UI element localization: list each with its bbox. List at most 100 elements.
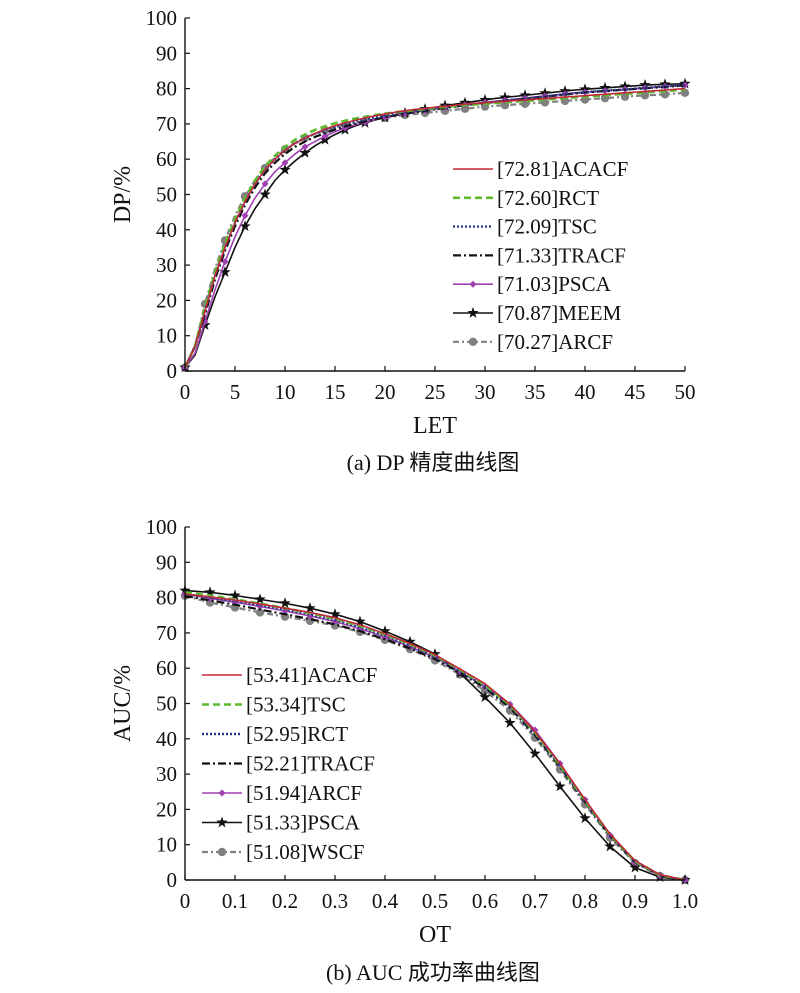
y-tick-label: 90	[156, 41, 177, 65]
y-tick-label: 20	[156, 288, 177, 312]
legend-label: [53.34]TSC	[246, 693, 346, 717]
data-point	[579, 812, 591, 824]
data-point	[681, 81, 689, 89]
legend-label: [51.94]ARCF	[246, 781, 362, 805]
x-tick-label: 20	[375, 380, 396, 404]
y-tick-label: 0	[167, 359, 178, 383]
data-point	[204, 586, 216, 598]
y-tick-label: 30	[156, 762, 177, 786]
data-point	[255, 608, 265, 617]
legend-label: [72.09]TSC	[497, 215, 597, 239]
y-tick-label: 60	[156, 656, 177, 680]
data-point	[629, 861, 641, 873]
data-point	[279, 163, 291, 175]
legend-item-52-95-rct: [52.95]RCT	[202, 722, 348, 746]
legend-item-53-34-tsc: [53.34]TSC	[202, 693, 346, 717]
x-tick-label: 0.9	[622, 889, 648, 913]
x-tick-label: 0	[180, 889, 191, 913]
series-line	[184, 592, 686, 882]
x-tick-label: 0.8	[572, 889, 598, 913]
series-71-03-psca	[181, 81, 689, 371]
dp-precision-chart: 0 10 20 30 40 50 60 70 80 90 100 0 5 10 15 20 25 30 35 40 45…	[110, 6, 696, 475]
legend-label: [70.27]ARCF	[497, 330, 613, 354]
x-axis-label: OT	[419, 922, 451, 948]
y-tick-label: 50	[156, 692, 177, 716]
legend-marker	[216, 816, 228, 828]
data-point	[404, 635, 416, 647]
data-point	[281, 159, 289, 167]
data-point	[329, 608, 341, 620]
data-point	[531, 726, 539, 734]
x-tick-label: 0.3	[322, 889, 348, 913]
data-point	[219, 266, 231, 278]
series-line	[184, 593, 686, 881]
x-tick-label: 40	[575, 380, 596, 404]
y-tick-label: 100	[146, 6, 178, 30]
legend-item-70-87-meem: [70.87]MEEM	[453, 301, 622, 325]
series-72-81-acacf	[184, 87, 686, 368]
legend-marker	[469, 280, 477, 288]
legend-item-51-33-psca: [51.33]PSCA	[202, 811, 361, 835]
y-tick-label: 80	[156, 77, 177, 101]
legend-label: [71.33]TRACF	[497, 243, 626, 267]
legend-item-52-21-tracf: [52.21]TRACF	[202, 752, 375, 776]
series-line	[184, 87, 686, 368]
legend-marker	[217, 847, 227, 857]
x-tick-label: 0.5	[422, 889, 448, 913]
legend-marker	[467, 307, 479, 318]
legend-item-72-81-acacf: [72.81]ACACF	[453, 157, 628, 181]
legend-item-51-94-arcf: [51.94]ARCF	[202, 781, 362, 805]
series-52-95-rct	[184, 592, 686, 882]
data-point	[504, 716, 516, 728]
data-point	[561, 90, 569, 98]
y-tick-label: 70	[156, 112, 177, 136]
y-axis-label: AUC/%	[110, 665, 136, 742]
y-tick-label: 60	[156, 147, 177, 171]
x-tick-label: 0.1	[222, 889, 248, 913]
data-point	[229, 589, 241, 601]
legend-item-71-33-tracf: [71.33]TRACF	[453, 243, 626, 267]
x-tick-label: 35	[525, 380, 546, 404]
legend-label: [52.21]TRACF	[246, 752, 375, 776]
data-point	[354, 615, 366, 627]
legend-label: [53.41]ACACF	[246, 663, 377, 687]
series-53-41-acacf	[184, 593, 686, 881]
data-point	[601, 87, 609, 95]
legend-label: [51.08]WSCF	[246, 840, 364, 864]
data-point	[321, 132, 329, 140]
data-point	[554, 780, 566, 792]
legend-item-72-09-tsc: [72.09]TSC	[453, 215, 597, 239]
data-point	[479, 691, 491, 702]
series-line	[184, 594, 686, 882]
series-72-09-tsc	[183, 83, 686, 368]
data-point	[239, 220, 251, 232]
y-tick-label: 40	[156, 218, 177, 242]
x-tick-label: 30	[475, 380, 496, 404]
legend-item-51-08-wscf: [51.08]WSCF	[202, 840, 364, 864]
data-point	[261, 180, 269, 188]
data-point	[279, 597, 291, 609]
y-tick-label: 70	[156, 621, 177, 645]
series-line	[183, 83, 686, 368]
x-tick-label: 10	[275, 380, 296, 404]
legend-marker	[468, 337, 478, 346]
data-point	[304, 602, 316, 614]
data-point	[529, 747, 541, 759]
series-72-60-rct	[183, 88, 686, 369]
legend-label: [72.81]ACACF	[497, 157, 628, 181]
data-point	[379, 625, 391, 636]
x-tick-label: 50	[675, 380, 696, 404]
series-70-87-meem	[179, 77, 691, 373]
series-line	[184, 84, 686, 368]
y-tick-label: 20	[156, 797, 177, 821]
auc-success-chart: 0 10 20 30 40 50 60 70 80 90 100 0 0.1 0.2 0.3 0.4 0.5 0.…	[110, 515, 698, 985]
caption-dp-chart: (a) DP 精度曲线图	[347, 450, 520, 475]
legend-label: [72.60]RCT	[497, 186, 599, 210]
y-tick-label: 80	[156, 586, 177, 610]
data-point	[429, 648, 441, 659]
x-tick-label: 0.7	[522, 889, 548, 913]
data-point	[241, 212, 249, 220]
series-line	[184, 84, 686, 368]
y-tick-label: 10	[156, 833, 177, 857]
legend-item-70-27-arcf: [70.27]ARCF	[453, 330, 613, 354]
